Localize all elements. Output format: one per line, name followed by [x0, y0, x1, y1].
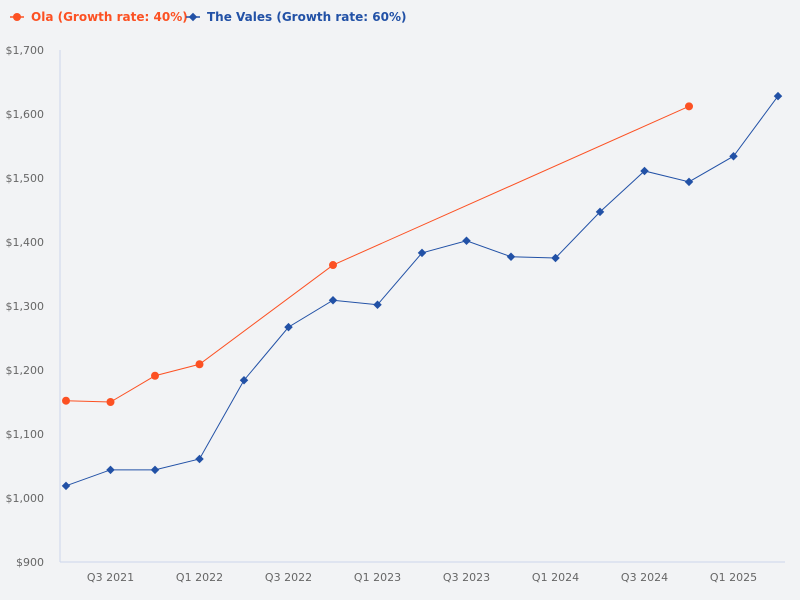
- y-tick-label: $1,000: [6, 492, 45, 505]
- data-point-the-vales[interactable]: [684, 177, 694, 187]
- y-tick-label: $1,200: [6, 364, 45, 377]
- y-tick-label: $1,300: [6, 300, 45, 313]
- data-point-the-vales[interactable]: [150, 465, 160, 475]
- data-point-the-vales[interactable]: [284, 322, 293, 332]
- data-point-ola[interactable]: [62, 396, 70, 405]
- legend: Ola (Growth rate: 40%) The Vales (Growth…: [10, 10, 406, 24]
- data-point-the-vales[interactable]: [773, 91, 783, 101]
- data-point-the-vales[interactable]: [506, 252, 516, 261]
- y-tick-label: $1,400: [6, 236, 45, 249]
- y-tick-label: $900: [16, 556, 44, 569]
- data-point-the-vales[interactable]: [373, 300, 382, 309]
- x-tick-label: Q1 2025: [710, 571, 757, 584]
- x-tick-label: Q3 2023: [443, 571, 490, 584]
- legend-diamond-icon: [188, 12, 198, 22]
- x-tick-label: Q1 2022: [176, 571, 223, 584]
- data-point-the-vales[interactable]: [239, 375, 249, 385]
- legend-circle-icon: [13, 13, 21, 21]
- y-tick-label: $1,600: [6, 108, 45, 121]
- series-line-0: [65, 105, 690, 403]
- y-tick-label: $1,700: [6, 44, 45, 57]
- series-line-1: [65, 95, 779, 487]
- data-point-the-vales[interactable]: [195, 454, 204, 464]
- y-tick-label: $1,500: [6, 172, 45, 185]
- data-point-the-vales[interactable]: [417, 248, 427, 258]
- data-point-the-vales[interactable]: [61, 481, 71, 491]
- y-tick-label: $1,100: [6, 428, 45, 441]
- data-point-ola[interactable]: [329, 261, 337, 270]
- x-tick-label: Q1 2024: [532, 571, 579, 584]
- legend-label-ola: Ola (Growth rate: 40%): [31, 10, 188, 24]
- data-point-ola[interactable]: [106, 398, 115, 406]
- x-tick-label: Q3 2021: [87, 571, 134, 584]
- data-point-ola[interactable]: [685, 102, 693, 111]
- legend-item-the-vales[interactable]: The Vales (Growth rate: 60%): [186, 10, 406, 24]
- x-tick-label: Q3 2022: [265, 571, 312, 584]
- legend-label-the-vales: The Vales (Growth rate: 60%): [207, 10, 406, 24]
- data-point-ola[interactable]: [151, 371, 159, 380]
- x-tick-label: Q3 2024: [621, 571, 668, 584]
- data-point-the-vales[interactable]: [328, 295, 338, 305]
- data-point-the-vales[interactable]: [729, 151, 738, 161]
- data-point-the-vales[interactable]: [106, 465, 115, 475]
- data-point-the-vales[interactable]: [462, 236, 471, 245]
- legend-item-ola[interactable]: Ola (Growth rate: 40%): [10, 10, 188, 24]
- x-tick-label: Q1 2023: [354, 571, 401, 584]
- data-point-ola[interactable]: [195, 360, 204, 369]
